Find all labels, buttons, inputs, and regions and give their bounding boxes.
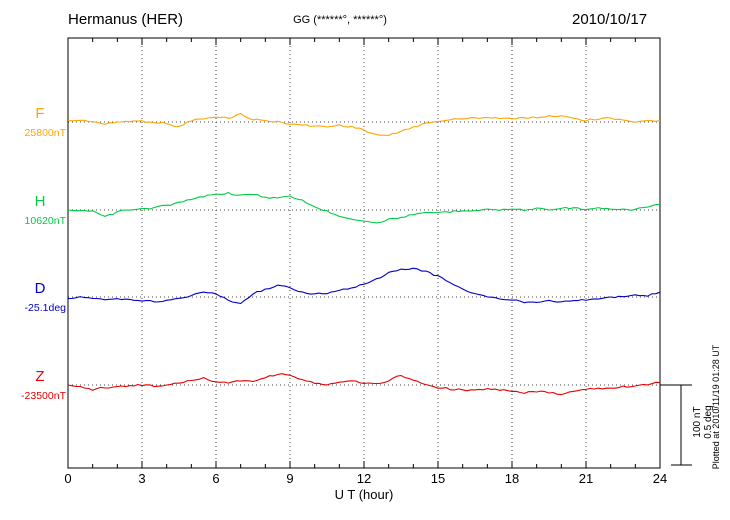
trace-H	[67, 191, 661, 224]
x-tick-label-0: 0	[64, 471, 71, 486]
x-tick-label-21: 21	[579, 471, 593, 486]
station-title: Hermanus (HER)	[68, 11, 184, 28]
scale-bar-label: 100 nT 0.5 deg	[692, 400, 714, 444]
x-axis-label: U T (hour)	[334, 487, 394, 502]
series-label-F: F	[35, 105, 44, 122]
x-tick-label-3: 3	[138, 471, 145, 486]
x-tick-label-6: 6	[212, 471, 219, 486]
series-label-Z: Z	[35, 368, 44, 385]
series-baseline-label-H: 10620nT	[25, 215, 67, 227]
series-label-H: H	[35, 193, 46, 210]
scale-deg-label: 0.5 deg	[703, 405, 714, 439]
series-baseline-label-F: 25800nT	[25, 127, 67, 139]
series-baseline-label-D: -25.1deg	[25, 302, 67, 314]
scale-nt-label: 100 nT	[692, 406, 703, 438]
series-label-D: D	[35, 280, 46, 297]
coords-title: GG (******°, ******°)	[293, 14, 387, 26]
x-tick-label-12: 12	[357, 471, 371, 486]
x-tick-label-24: 24	[653, 471, 667, 486]
trace-D	[67, 267, 661, 305]
series-baseline-label-Z: -23500nT	[21, 390, 67, 402]
date-title: 2010/10/17	[572, 11, 648, 28]
x-tick-label-9: 9	[286, 471, 293, 486]
x-tick-label-15: 15	[431, 471, 445, 486]
x-tick-label-18: 18	[505, 471, 519, 486]
trace-Z	[67, 373, 661, 396]
trace-F	[67, 113, 661, 137]
